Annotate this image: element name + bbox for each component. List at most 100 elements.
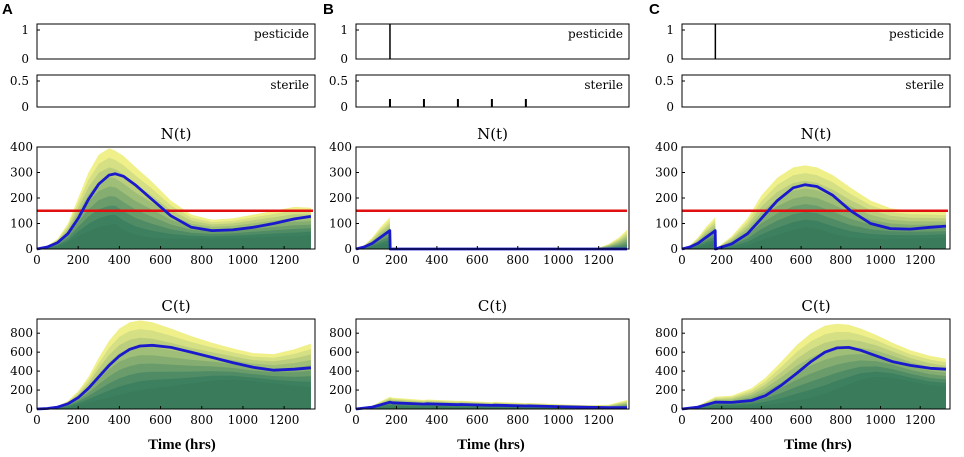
xtick-label-n-a-2: 400 (108, 253, 131, 267)
title-c-c: C(t) (801, 297, 830, 315)
xtick-label-c-c-6: 1200 (905, 413, 936, 427)
band-n-b-2 (356, 223, 627, 249)
xtick-label-n-b-3: 600 (466, 253, 489, 267)
axes-c-c (681, 318, 951, 410)
x-axis-label-a: Time (hrs) (148, 437, 216, 453)
pesticide-ytick-b-0: 1 (340, 23, 348, 37)
panel-letter-a: A (2, 1, 13, 18)
sterile-ytick-a-0: 0.5 (10, 74, 29, 88)
xtick-label-c-a-4: 800 (190, 413, 213, 427)
band-n-b-0 (356, 217, 627, 249)
xtick-label-c-c-3: 600 (790, 413, 813, 427)
pesticide-strip-c (681, 23, 951, 60)
ytick-label-c-a-4: 800 (10, 326, 33, 340)
sterile-label-a: sterile (270, 78, 309, 92)
xtick-label-c-a-2: 400 (108, 413, 131, 427)
xtick-label-n-c-1: 200 (710, 253, 733, 267)
ytick-label-c-c-3: 600 (655, 345, 678, 359)
ytick-label-n-b-3: 300 (329, 166, 352, 180)
mean-line-n-c (681, 183, 947, 251)
pesticide-ytick-a-1: 0 (21, 52, 29, 66)
xtick-label-n-c-4: 800 (829, 253, 852, 267)
xtick-label-n-c-3: 600 (790, 253, 813, 267)
xtick-label-n-a-3: 600 (149, 253, 172, 267)
xtick-label-c-b-4: 800 (506, 413, 529, 427)
ytick-label-n-c-3: 300 (655, 166, 678, 180)
band-lower-c-b (356, 406, 627, 409)
xtick-label-c-b-1: 200 (385, 413, 408, 427)
band-lower-c-c (682, 376, 946, 409)
xtick-label-n-b-2: 400 (425, 253, 448, 267)
band-lower-n-a (37, 224, 311, 249)
xtick-label-n-a-1: 200 (67, 253, 90, 267)
xtick-label-c-c-1: 200 (710, 413, 733, 427)
ytick-label-c-b-1: 200 (329, 383, 352, 397)
ytick-label-n-c-0: 0 (670, 242, 678, 256)
xtick-label-n-b-1: 200 (385, 253, 408, 267)
pesticide-label-b: pesticide (568, 27, 623, 41)
title-n-b: N(t) (477, 125, 508, 143)
sterile-strip-a (36, 74, 316, 108)
sterile-label-c: sterile (905, 78, 944, 92)
xtick-label-c-a-3: 600 (149, 413, 172, 427)
x-axis-label-b: Time (hrs) (457, 437, 525, 453)
xtick-label-n-a-5: 1000 (228, 253, 259, 267)
ytick-label-c-a-0: 0 (25, 402, 33, 416)
mean-line-c-b (355, 400, 627, 411)
band-n-b-3 (356, 226, 627, 249)
ytick-label-c-a-2: 400 (10, 364, 33, 378)
ytick-label-n-b-2: 200 (329, 191, 352, 205)
xtick-label-c-a-6: 1200 (269, 413, 300, 427)
pesticide-strip-a (36, 23, 316, 60)
title-c-b: C(t) (478, 297, 507, 315)
ytick-label-c-c-0: 0 (670, 402, 678, 416)
ytick-label-n-b-1: 100 (329, 217, 352, 231)
xtick-label-n-c-2: 400 (750, 253, 773, 267)
sterile-ytick-c-0: 0.5 (655, 74, 674, 88)
sterile-label-b: sterile (584, 78, 623, 92)
ytick-label-c-b-4: 800 (329, 326, 352, 340)
ytick-label-c-a-1: 200 (10, 383, 33, 397)
title-c-a: C(t) (161, 297, 190, 315)
ytick-label-c-b-3: 600 (329, 345, 352, 359)
xtick-label-c-b-2: 400 (425, 413, 448, 427)
ytick-label-n-b-4: 400 (329, 140, 352, 154)
xtick-label-c-b-5: 1000 (543, 413, 574, 427)
xtick-label-c-a-1: 200 (67, 413, 90, 427)
ytick-label-c-a-3: 600 (10, 345, 33, 359)
pesticide-ytick-a-0: 1 (21, 23, 29, 37)
ytick-label-c-c-4: 800 (655, 326, 678, 340)
x-axis-label-c: Time (hrs) (784, 437, 852, 453)
ytick-label-c-c-1: 200 (655, 383, 678, 397)
xtick-label-n-c-0: 0 (678, 253, 686, 267)
xtick-label-c-c-5: 1000 (865, 413, 896, 427)
ytick-label-n-a-0: 0 (25, 242, 33, 256)
xtick-label-c-a-0: 0 (33, 413, 41, 427)
xtick-label-n-a-4: 800 (190, 253, 213, 267)
sterile-ytick-c-1: 0 (666, 100, 674, 114)
xtick-label-n-b-4: 800 (506, 253, 529, 267)
ytick-label-n-c-4: 400 (655, 140, 678, 154)
axes-c-a (36, 318, 316, 410)
xtick-label-n-b-5: 1000 (543, 253, 574, 267)
axes-n-b (355, 146, 630, 250)
xtick-label-c-c-4: 800 (829, 413, 852, 427)
sterile-ytick-b-1: 0 (340, 100, 348, 114)
pesticide-label-c: pesticide (889, 27, 944, 41)
sterile-ytick-a-1: 0 (21, 100, 29, 114)
panel-letter-b: B (323, 1, 334, 18)
ytick-label-n-c-1: 100 (655, 217, 678, 231)
title-n-a: N(t) (161, 125, 192, 143)
xtick-label-n-c-6: 1200 (905, 253, 936, 267)
sterile-ytick-b-0: 0.5 (329, 74, 348, 88)
xtick-label-c-b-6: 1200 (583, 413, 614, 427)
ytick-label-c-b-2: 400 (329, 364, 352, 378)
mean-line-c-a (36, 343, 312, 411)
axes-c-b (355, 318, 630, 410)
band-lower-n-c (682, 227, 946, 249)
pesticide-ytick-b-1: 0 (340, 52, 348, 66)
panel-letter-c: C (649, 1, 660, 18)
xtick-label-n-a-0: 0 (33, 253, 41, 267)
xtick-label-c-b-3: 600 (466, 413, 489, 427)
